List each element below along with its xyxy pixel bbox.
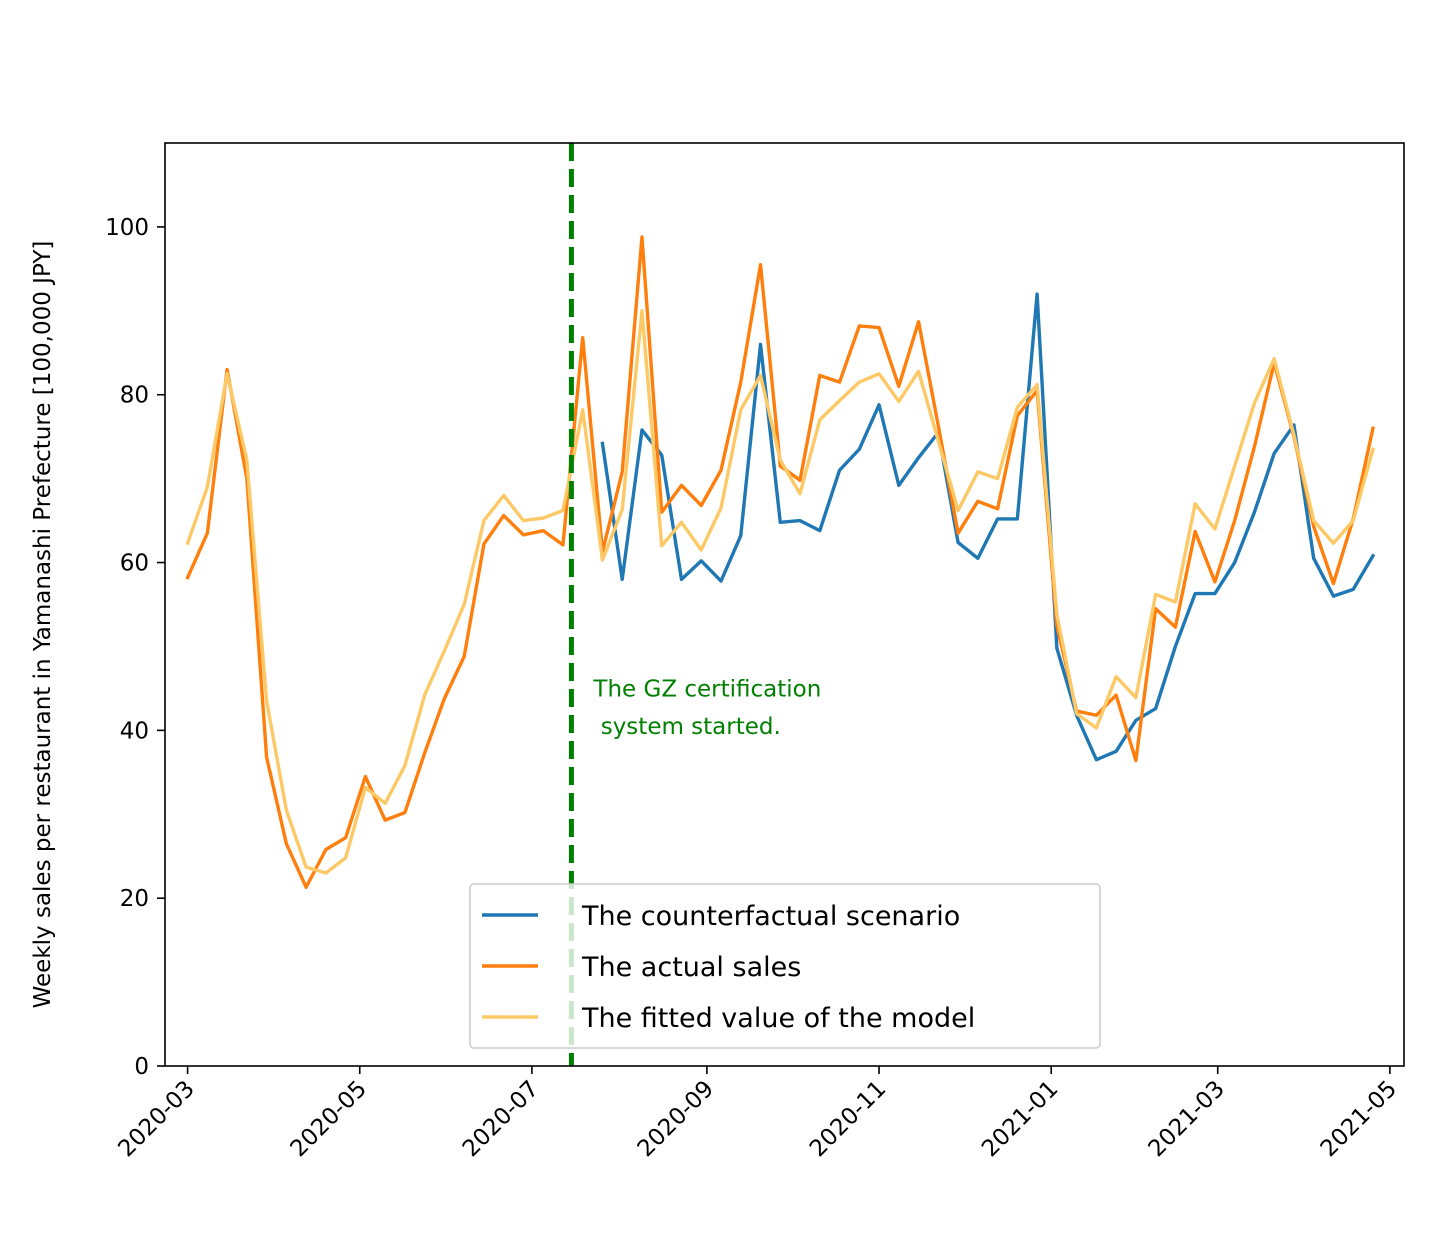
y-tick-label: 80 bbox=[120, 383, 149, 409]
series-line-fitted bbox=[185, 309, 1376, 875]
y-tick-label: 40 bbox=[120, 718, 149, 744]
event-label-line1: The GZ certification bbox=[592, 676, 821, 702]
x-tick-label: 2020-05 bbox=[286, 1076, 372, 1162]
x-tick-label: 2020-03 bbox=[113, 1076, 199, 1162]
y-tick-label: 20 bbox=[120, 886, 149, 912]
y-axis: 0 20 40 60 80 100 bbox=[105, 215, 165, 1080]
x-tick-label: 2021-05 bbox=[1316, 1076, 1402, 1162]
y-tick-label: 60 bbox=[120, 551, 149, 577]
legend-box bbox=[469, 883, 1101, 1049]
event-label-line2: system started. bbox=[593, 714, 780, 740]
x-axis: 2020-03 2020-05 2020-07 2020-09 2020-11 2021-… bbox=[113, 1066, 1402, 1162]
legend-label: The fitted value of the model bbox=[581, 1003, 975, 1034]
y-tick-label: 100 bbox=[105, 215, 149, 241]
series-line-counterfactual bbox=[600, 292, 1376, 762]
plot-area-frame bbox=[164, 142, 1405, 1067]
x-tick-label: 2020-09 bbox=[633, 1076, 719, 1162]
x-tick-label: 2020-11 bbox=[805, 1076, 891, 1162]
x-tick-label: 2020-07 bbox=[458, 1076, 544, 1162]
series-line-actual bbox=[185, 235, 1375, 889]
y-axis-label: Weekly sales per restaurant in Yamanashi… bbox=[30, 241, 56, 1009]
legend-label: The counterfactual scenario bbox=[581, 901, 960, 932]
series-lines bbox=[185, 235, 1376, 889]
x-tick-label: 2021-03 bbox=[1144, 1076, 1230, 1162]
y-tick-label: 0 bbox=[134, 1054, 149, 1080]
legend: The counterfactual scenario The actual sa… bbox=[469, 883, 1101, 1049]
x-tick-label: 2021-01 bbox=[977, 1076, 1063, 1162]
legend-label: The actual sales bbox=[581, 952, 801, 983]
